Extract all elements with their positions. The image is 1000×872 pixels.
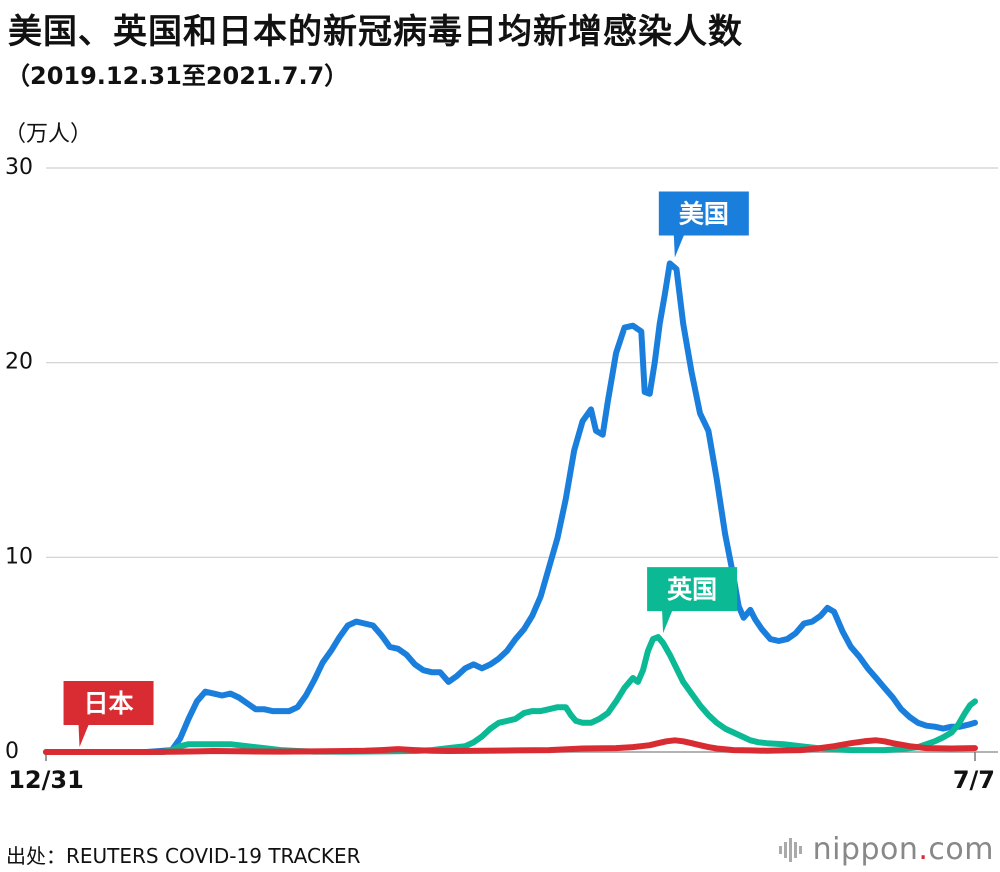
series-callout-美国: 美国: [658, 191, 749, 258]
x-tick-label: 7/7: [953, 766, 995, 794]
y-tick-label: 10: [5, 544, 33, 569]
axes: 0 10 20 30 （万人） 12/31 7/7: [4, 122, 995, 794]
y-tick-label: 30: [5, 155, 33, 180]
series-line-日本: [43, 737, 978, 755]
y-tick-label: 20: [5, 350, 33, 375]
series-lines: [43, 260, 978, 755]
source-credit: 出处：REUTERS COVID-19 TRACKER: [6, 844, 361, 868]
chart-title: 美国、英国和日本的新冠病毒日均新增感染人数: [8, 12, 743, 52]
nippon-logo-icon: [778, 837, 802, 862]
callout-label: 日本: [84, 689, 134, 718]
callout-label: 英国: [667, 575, 717, 604]
nippon-logo: nippon.com: [777, 832, 994, 867]
series-line-美国: [43, 260, 978, 755]
chart-subtitle: （2019.12.31至2021.7.7）: [6, 62, 349, 90]
y-tick-label: 0: [5, 739, 19, 764]
callout-label: 美国: [679, 199, 729, 228]
callout-box: [63, 681, 154, 748]
nippon-logo-text: nippon.com: [812, 832, 994, 867]
grid: [46, 167, 998, 753]
callout-box: [647, 567, 738, 634]
series-callout-英国: 英国: [647, 567, 738, 634]
series-line-英国: [43, 634, 978, 755]
series-callout-日本: 日本: [63, 681, 154, 748]
y-axis-label: （万人）: [4, 122, 92, 147]
x-tick-label: 12/31: [8, 766, 84, 794]
callout-box: [658, 191, 749, 258]
